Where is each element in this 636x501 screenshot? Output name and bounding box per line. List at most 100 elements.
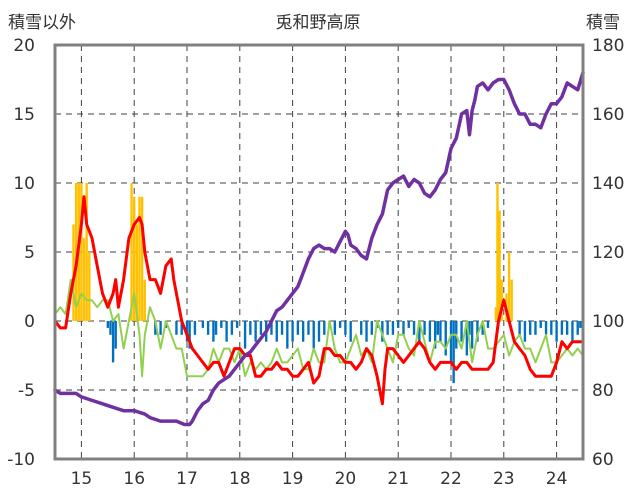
- bar: [307, 321, 310, 335]
- bar: [214, 321, 218, 335]
- bar: [130, 183, 133, 321]
- bar: [576, 321, 579, 335]
- bar: [85, 183, 88, 321]
- bar: [465, 321, 469, 356]
- line-series: [53, 70, 585, 427]
- left-tick-label: 15: [13, 105, 35, 125]
- bar: [143, 279, 146, 321]
- left-tick-label: -5: [18, 381, 35, 401]
- bar: [317, 321, 321, 342]
- right-tick-label: 160: [592, 105, 624, 125]
- bar: [259, 321, 263, 335]
- bar: [452, 321, 455, 384]
- bar: [135, 224, 139, 321]
- x-tick-label: 21: [387, 469, 409, 489]
- left-axis-label: 積雪以外: [8, 13, 76, 33]
- bar: [114, 321, 117, 349]
- x-tick-label: 24: [546, 469, 568, 489]
- bar: [291, 321, 294, 342]
- x-tick-label: 17: [176, 469, 198, 489]
- bar: [140, 196, 144, 321]
- bar: [412, 321, 416, 335]
- bar: [80, 183, 83, 321]
- bar: [360, 321, 363, 335]
- bar: [468, 321, 471, 335]
- bar: [428, 321, 432, 342]
- x-tick-label: 20: [335, 469, 357, 489]
- bar: [212, 321, 215, 342]
- bar: [175, 321, 178, 335]
- bar: [270, 321, 273, 335]
- bar: [206, 321, 210, 335]
- plot-frame: [53, 43, 585, 461]
- bar: [225, 321, 228, 342]
- bar: [534, 321, 537, 335]
- bar: [154, 321, 157, 335]
- x-tick-label: 15: [71, 469, 93, 489]
- bar: [111, 321, 115, 363]
- bar: [486, 321, 490, 328]
- left-tick-label: -10: [7, 450, 35, 470]
- x-tick-label: 23: [493, 469, 515, 489]
- bar: [333, 321, 337, 335]
- bar: [323, 321, 326, 335]
- bar: [230, 321, 234, 335]
- bar: [275, 321, 278, 342]
- bar: [560, 321, 564, 335]
- bar: [476, 321, 479, 342]
- bar: [529, 321, 532, 335]
- bar: [418, 321, 421, 342]
- bar: [312, 321, 315, 349]
- right-tick-label: 120: [592, 243, 624, 263]
- bar-series: [72, 183, 582, 384]
- series-line: [53, 70, 585, 427]
- x-tick-label: 19: [282, 469, 304, 489]
- bar: [544, 321, 548, 335]
- right-tick-label: 100: [592, 312, 624, 332]
- bar: [449, 321, 453, 363]
- bar: [338, 321, 342, 328]
- bar: [109, 321, 112, 335]
- bar: [193, 321, 197, 335]
- bar: [286, 321, 289, 349]
- right-axis-label: 積雪: [586, 13, 620, 33]
- bar: [82, 238, 86, 321]
- right-tick-label: 80: [592, 381, 614, 401]
- x-tick-label: 16: [123, 469, 145, 489]
- bar: [386, 321, 389, 335]
- bar: [571, 321, 574, 342]
- left-tick-label: 5: [24, 243, 35, 263]
- left-tick-label: 10: [13, 174, 35, 194]
- bar: [460, 321, 463, 342]
- bar: [370, 321, 373, 335]
- bar: [565, 321, 569, 335]
- bar: [235, 321, 239, 328]
- chart-title: 兎和野高原: [276, 13, 361, 33]
- tick-labels: 20 15 10 5 0 -5 -10 180 160 140 120 100 80 60 15 16 17 18…: [7, 36, 624, 489]
- bar: [500, 279, 503, 321]
- bar: [579, 321, 582, 328]
- bar: [518, 321, 521, 335]
- bar: [188, 321, 191, 349]
- bar: [507, 252, 511, 321]
- bar: [470, 321, 474, 349]
- bar: [88, 252, 91, 321]
- bar: [381, 321, 384, 342]
- right-tick-label: 60: [592, 450, 614, 470]
- bar: [498, 210, 501, 321]
- bar: [423, 321, 426, 335]
- right-tick-label: 140: [592, 174, 624, 194]
- left-tick-label: 0: [24, 312, 35, 332]
- bar: [397, 321, 400, 328]
- bar: [201, 321, 205, 328]
- bar: [138, 196, 141, 321]
- bar: [523, 321, 527, 342]
- bar: [301, 321, 305, 342]
- bar: [481, 321, 484, 335]
- bar: [444, 321, 447, 356]
- bar: [106, 321, 109, 328]
- bar: [220, 321, 223, 328]
- bar: [550, 321, 553, 335]
- bar: [391, 321, 395, 335]
